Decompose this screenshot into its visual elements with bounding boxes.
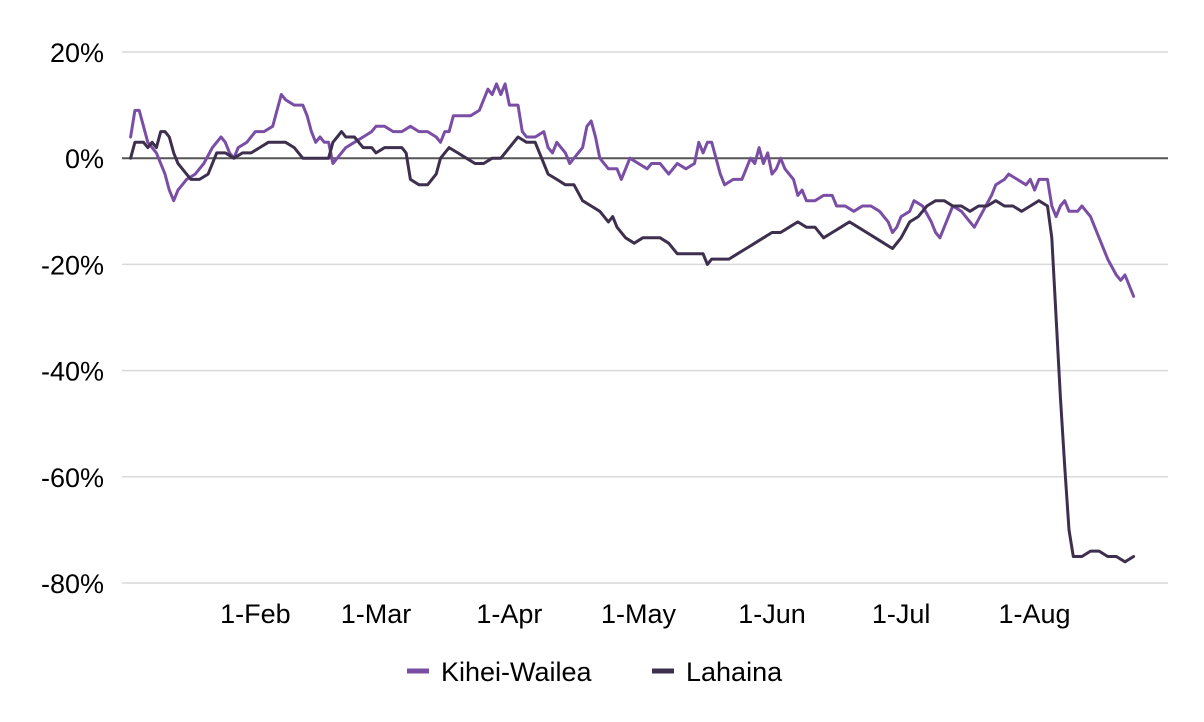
y-tick-label: -20% [41,250,104,280]
legend-label: Kihei-Wailea [441,657,593,687]
x-tick-label: 1-Apr [476,599,542,629]
y-tick-label: 20% [50,38,104,68]
y-tick-label: -60% [41,463,104,493]
y-axis-tick-labels: 20% 0% -20% -40% -60% -80% [41,38,104,599]
series-line-lahaina [129,130,1136,564]
x-tick-label: 1-Jul [872,599,931,629]
legend-label: Lahaina [686,657,783,687]
x-tick-label: 1-Feb [220,599,291,629]
series-line-kihei-wailea [129,82,1136,298]
x-tick-label: 1-May [601,599,677,629]
series-lines [129,82,1136,564]
x-tick-label: 1-Aug [999,599,1071,629]
y-tick-label: 0% [65,144,104,174]
x-tick-label: 1-Jun [738,599,806,629]
x-tick-label: 1-Mar [341,599,412,629]
y-tick-label: -40% [41,357,104,387]
y-tick-label: -80% [41,569,104,599]
gridlines [122,51,1168,584]
legend: Kihei-Wailea Lahaina [407,657,783,687]
x-axis-tick-labels: 1-Feb 1-Mar 1-Apr 1-May 1-Jun 1-Jul 1-Aug [220,599,1070,629]
